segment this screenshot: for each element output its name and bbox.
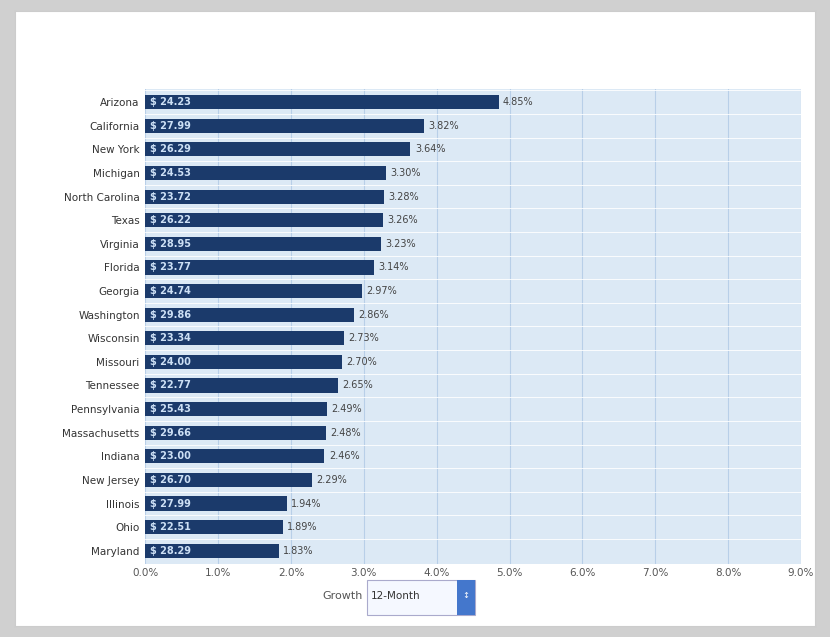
- Bar: [145, 237, 381, 251]
- Bar: [145, 496, 286, 511]
- Bar: [145, 261, 374, 275]
- Bar: [145, 166, 386, 180]
- Text: 2.48%: 2.48%: [330, 427, 361, 438]
- Text: 1.89%: 1.89%: [287, 522, 318, 532]
- Text: $ 25.43: $ 25.43: [150, 404, 191, 414]
- Bar: [145, 331, 344, 345]
- Text: $ 29.66: $ 29.66: [150, 427, 191, 438]
- Text: $ 29.86: $ 29.86: [150, 310, 192, 320]
- Text: $ 28.29: $ 28.29: [150, 546, 192, 555]
- Bar: [367, 580, 475, 615]
- Text: 1.94%: 1.94%: [291, 499, 321, 508]
- Text: 2.86%: 2.86%: [358, 310, 388, 320]
- Text: 2.49%: 2.49%: [331, 404, 362, 414]
- Bar: [457, 580, 475, 615]
- Bar: [145, 473, 312, 487]
- Bar: [145, 95, 499, 110]
- Text: $ 23.72: $ 23.72: [150, 192, 191, 201]
- Text: 3.14%: 3.14%: [378, 262, 409, 273]
- Bar: [145, 378, 339, 392]
- Bar: [145, 142, 411, 157]
- Text: 3.28%: 3.28%: [388, 192, 419, 201]
- Bar: [145, 190, 384, 204]
- Text: $ 26.70: $ 26.70: [150, 475, 191, 485]
- Text: $ 26.22: $ 26.22: [150, 215, 191, 225]
- Text: 2.70%: 2.70%: [346, 357, 377, 367]
- Text: $ 24.23: $ 24.23: [150, 97, 191, 107]
- Bar: [145, 284, 362, 298]
- Text: $ 26.29: $ 26.29: [150, 145, 191, 154]
- Text: 4.85%: 4.85%: [503, 97, 534, 107]
- Bar: [145, 543, 279, 558]
- Text: 3.23%: 3.23%: [385, 239, 416, 249]
- Text: 2.97%: 2.97%: [366, 286, 397, 296]
- Text: State Performance: State Performance: [29, 39, 191, 54]
- Text: 1.83%: 1.83%: [283, 546, 314, 555]
- Bar: [145, 308, 354, 322]
- Text: 3.64%: 3.64%: [415, 145, 446, 154]
- Text: $ 23.34: $ 23.34: [150, 333, 191, 343]
- Text: $ 27.99: $ 27.99: [150, 499, 191, 508]
- Bar: [145, 449, 325, 463]
- Bar: [145, 118, 423, 133]
- Bar: [145, 426, 326, 440]
- Text: ↕: ↕: [462, 591, 470, 600]
- Bar: [145, 355, 342, 369]
- Text: 2.65%: 2.65%: [343, 380, 374, 390]
- Text: $ 22.77: $ 22.77: [150, 380, 191, 390]
- Text: $ 24.74: $ 24.74: [150, 286, 191, 296]
- Text: Growth: Growth: [323, 590, 363, 601]
- Text: $ 24.00: $ 24.00: [150, 357, 191, 367]
- Bar: [145, 213, 383, 227]
- Text: 2.29%: 2.29%: [316, 475, 347, 485]
- Text: $ 27.99: $ 27.99: [150, 121, 191, 131]
- Bar: [145, 520, 283, 534]
- Text: 3.30%: 3.30%: [390, 168, 421, 178]
- Text: $ 28.95: $ 28.95: [150, 239, 192, 249]
- Text: $ 23.77: $ 23.77: [150, 262, 191, 273]
- Text: $ 22.51: $ 22.51: [150, 522, 191, 532]
- Text: $ 23.00: $ 23.00: [150, 452, 191, 461]
- Bar: [145, 402, 327, 416]
- Text: 2.73%: 2.73%: [349, 333, 379, 343]
- Text: $ 24.53: $ 24.53: [150, 168, 191, 178]
- Text: 3.82%: 3.82%: [428, 121, 458, 131]
- Text: 2.46%: 2.46%: [329, 452, 359, 461]
- Text: 3.26%: 3.26%: [387, 215, 417, 225]
- Text: 12-Month: 12-Month: [371, 590, 421, 601]
